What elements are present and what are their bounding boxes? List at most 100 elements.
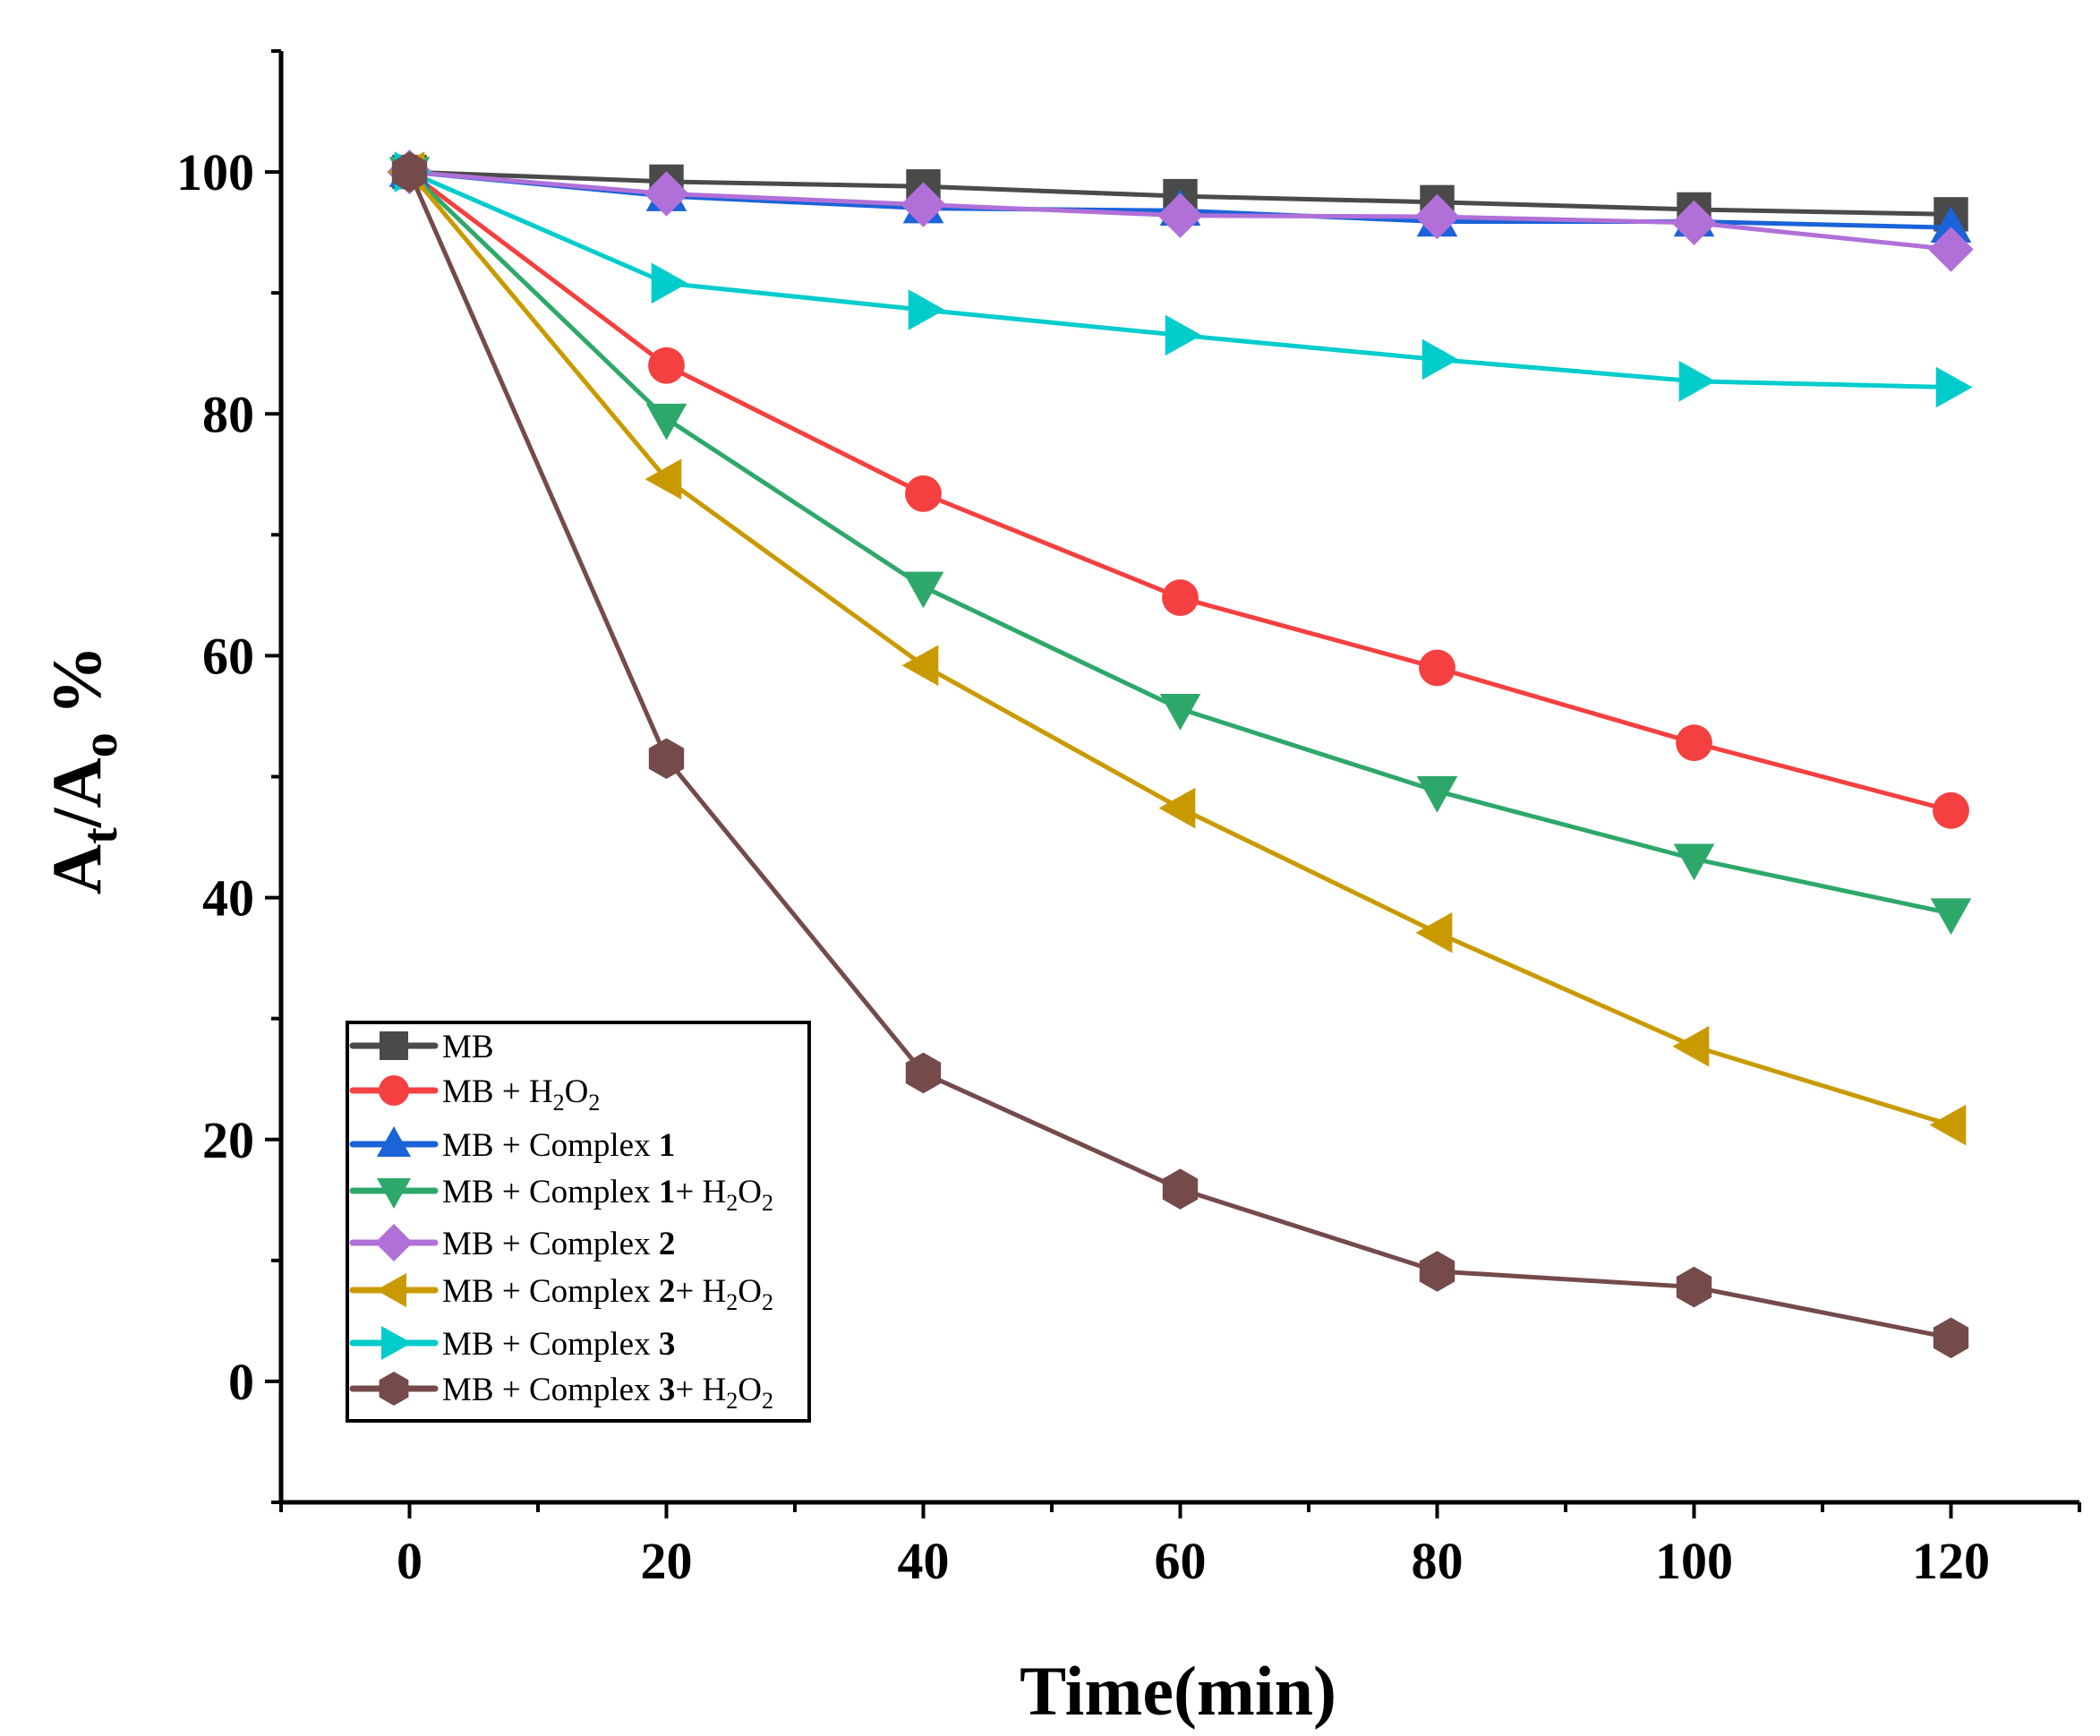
legend-label: MB [442,1029,494,1065]
y-tick-label: 20 [202,1111,254,1169]
triangle-right-marker [1421,338,1459,381]
legend-label-segment: 3 [659,1372,676,1408]
triangle-left-marker [901,645,939,687]
legend-label-segment: MB + Complex [442,1273,659,1310]
x-tick-label: 120 [1912,1532,1990,1590]
diamond-marker [1928,227,1974,272]
legend-label-segment: MB + Complex [442,1226,659,1262]
legend-label-segment: 2 [659,1273,676,1310]
circle-marker [1419,649,1455,687]
legend-label-segment: 2 [762,1190,773,1216]
legend-label-segment: 2 [762,1289,773,1315]
legend-label: MB + Complex 2+ H2O2 [442,1273,773,1315]
y-tick-label: 0 [228,1353,254,1411]
triangle-left-marker [1929,1104,1967,1146]
legend-label-segment: MB + Complex [442,1326,659,1363]
square-marker [380,1031,408,1060]
legend-label-segment: 2 [726,1190,738,1216]
triangle-up-marker [1930,206,1972,244]
legend-label-segment: + H [675,1372,726,1408]
circle-marker [1162,579,1199,616]
legend-item: MB + Complex 3 [349,1326,675,1363]
legend-item: MB + H2O2 [349,1073,600,1116]
legend-label-segment: O [738,1372,762,1408]
legend-label-segment: 3 [659,1326,676,1363]
legend-label-segment: + H [675,1174,726,1210]
y-axis-title: At/Ao % [38,646,128,895]
legend-item: MB + Complex 2+ H2O2 [349,1273,773,1315]
series-mb-complex-2-h2o2 [388,151,1967,1146]
legend-label-segment: 2 [588,1090,600,1116]
circle-marker [1933,791,1969,829]
x-tick-label: 100 [1655,1532,1733,1590]
legend-label: MB + Complex 1+ H2O2 [442,1174,773,1216]
triangle-right-marker [908,289,945,330]
legend-label-segment: O [738,1273,762,1310]
diamond-marker [1414,193,1460,240]
diamond-marker [644,171,689,217]
triangle-left-marker [1158,787,1196,829]
legend-label: MB + Complex 1 [442,1127,675,1164]
legend-label: MB + Complex 2 [442,1226,675,1262]
x-tick-label: 0 [397,1532,423,1590]
legend-label-segment: 2 [762,1388,773,1414]
diamond-marker [1671,200,1717,246]
triangle-down-marker [1673,843,1715,881]
legend-label-segment: 2 [553,1090,565,1116]
legend-label-segment: MB + Complex [442,1127,659,1164]
series-mb-complex-3-h2o2 [391,151,1969,1359]
triangle-right-marker [381,1326,412,1360]
hexagon-marker [379,1372,409,1406]
triangle-down-marker [377,1178,411,1209]
series-layer [387,149,1974,1359]
triangle-left-marker [645,458,682,500]
x-tick-label: 20 [641,1532,693,1590]
series-line [407,170,1952,1127]
diamond-marker [375,1224,413,1261]
legend-label-segment: 1 [659,1174,676,1210]
hexagon-marker [1419,1251,1455,1292]
legend-label-segment: O [738,1174,762,1210]
triangle-down-marker [645,403,687,440]
legend-label-segment: 2 [726,1388,738,1414]
legend-label: MB + Complex 3 [442,1326,675,1363]
legend-item: MB [349,1029,494,1065]
y-tick-label: 100 [176,143,254,201]
triangle-left-marker [376,1273,406,1307]
axes: 0 20 40 60 80 100 0 20 40 60 80 100 120 [176,49,2081,1590]
legend-item: MB + Complex 2 [349,1224,675,1262]
circle-marker [905,475,942,512]
legend-label-segment: MB [442,1029,494,1065]
legend-label-segment: O [565,1073,589,1110]
x-tick-label: 80 [1412,1532,1464,1590]
legend-item: MB + Complex 3+ H2O2 [349,1372,773,1414]
legend-label: MB + H2O2 [442,1073,600,1116]
legend-label-segment: MB + Complex [442,1174,659,1210]
triangle-down-marker [1159,694,1201,731]
x-tick-label: 60 [1155,1532,1207,1590]
triangle-down-marker [1416,775,1458,813]
y-tick-label: 40 [202,869,254,928]
x-axis-title: Time(min) [1020,1652,1336,1730]
y-tick-label: 80 [202,385,254,443]
legend-label-segment: MB + H [442,1073,553,1110]
diamond-marker [1157,192,1203,238]
legend-label-segment: + H [675,1273,726,1310]
triangle-up-marker [377,1126,411,1157]
hexagon-marker [391,151,428,192]
hexagon-marker [1676,1266,1712,1308]
hexagon-marker [648,738,685,780]
x-tick-label: 40 [898,1532,950,1590]
hexagon-marker [905,1052,942,1094]
triangle-left-marker [1672,1025,1710,1067]
legend-label-segment: 2 [726,1289,738,1315]
hexagon-marker [1162,1168,1199,1210]
triangle-left-marker [1415,911,1453,954]
circle-marker [379,1075,409,1106]
circle-marker [1676,724,1712,762]
hexagon-marker [1933,1317,1969,1359]
diamond-marker [901,182,946,227]
legend-label-segment: MB + Complex [442,1372,659,1408]
